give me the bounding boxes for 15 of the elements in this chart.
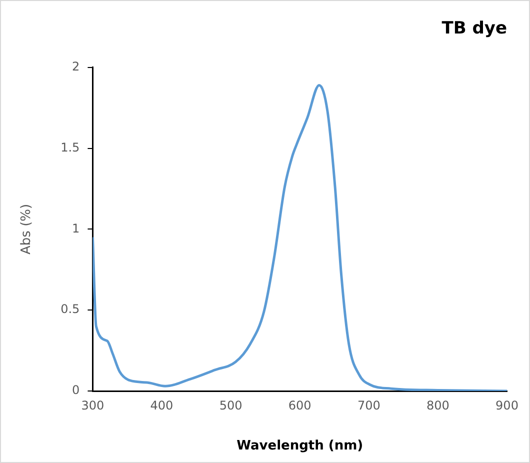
x-tick-label: 700 [357,398,380,412]
x-tick-label: 600 [288,398,312,412]
y-tick-label: 2 [72,60,80,74]
y-tick-label: 0.5 [60,302,80,316]
x-axis-title: Wavelength (nm) [236,438,364,454]
chart-title: TB dye [442,18,507,39]
x-tick-label: 800 [426,398,450,412]
y-axis-title: Abs (%) [19,204,34,254]
x-tick-label: 900 [496,398,518,412]
y-tick-label: 1 [72,221,80,236]
x-tick-label: 300 [81,398,104,412]
y-tick-label: 0 [72,383,80,398]
x-tick-label: 500 [219,398,242,412]
y-tick-label: 1.5 [60,140,80,154]
x-tick-label: 400 [150,398,174,412]
